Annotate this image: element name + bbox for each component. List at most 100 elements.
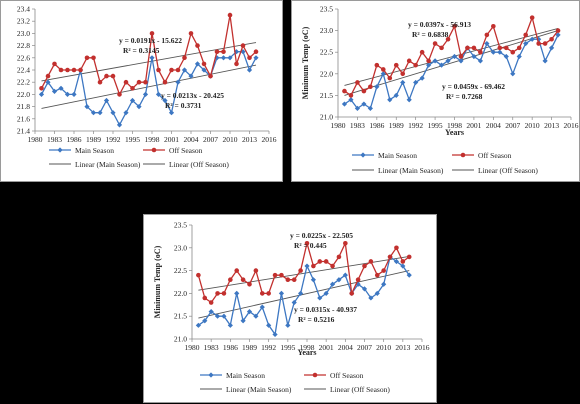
data-point-off-season [201, 61, 207, 67]
data-point-main-season [142, 91, 149, 97]
x-tick-label: 2010 [223, 135, 238, 144]
r2-main-season: R² = 0.7268 [446, 92, 483, 101]
data-point-main-season [194, 61, 201, 67]
data-point-off-season [240, 43, 246, 48]
legend-item: Linear (Off Season) [143, 160, 229, 169]
data-point-off-season [374, 62, 380, 68]
data-point-off-season [510, 49, 516, 55]
equation-main-season: y = 0.0459x - 69.462 [442, 82, 505, 91]
data-point-off-season [323, 259, 329, 264]
r2-off-season: R² = 0.3145 [123, 46, 160, 55]
data-point-main-season [253, 55, 259, 61]
x-tick-label: 1983 [204, 343, 219, 352]
x-tick-label: 1986 [369, 121, 384, 130]
data-point-off-season [304, 240, 310, 246]
r2-main-season: R² = 0.3731 [165, 101, 202, 110]
series-line-main-season [40, 51, 257, 127]
data-point-off-season [406, 58, 412, 64]
data-point-off-season [555, 28, 561, 33]
data-point-off-season [361, 88, 367, 94]
x-tick-label: 2013 [544, 121, 559, 130]
data-point-off-season [45, 73, 51, 79]
data-point-main-season [162, 97, 168, 104]
data-point-off-season [400, 71, 406, 77]
data-point-off-season [215, 291, 220, 296]
y-axis-label: Minimum Temp (oC) [153, 245, 162, 318]
data-point-off-season [516, 45, 522, 51]
data-point-off-season [110, 73, 116, 79]
legend-label: Main Season [75, 146, 114, 155]
data-point-main-season [110, 110, 116, 116]
data-point-off-season [162, 79, 168, 85]
data-point-main-season [336, 277, 342, 283]
data-point-main-season [393, 92, 399, 98]
data-point-main-season [285, 322, 291, 328]
data-point-main-season [71, 91, 77, 97]
chart-panel-3: 21.0 21.5 22.0 22.5 23.0 23.5 1980 1983 1986 1989… [143, 214, 437, 403]
chart-panel-1: 21.4 21.6 21.8 22.0 22.2 22.4 22.6 22.8 23.0 23.2… [0, 0, 283, 182]
data-point-main-season [387, 97, 393, 103]
equation-off-season: y = 0.0397x - 56.913 [408, 20, 471, 29]
data-point-main-season [175, 79, 181, 85]
x-tick-label: 2016 [262, 135, 277, 144]
legend-item: Main Season [352, 151, 417, 160]
x-tick-label: 2007 [203, 135, 218, 144]
data-point-off-season [536, 41, 541, 46]
data-point-off-season [208, 300, 214, 305]
data-point-main-season [116, 122, 123, 128]
y-tick-label: 23.5 [320, 5, 333, 14]
data-point-off-season [291, 277, 297, 283]
y-tick-label: 23.0 [17, 29, 30, 38]
data-point-off-season [196, 272, 201, 278]
legend-item: Off Season [304, 371, 364, 380]
data-point-main-season [516, 53, 522, 60]
x-tick-label: 2001 [319, 343, 334, 352]
data-point-off-season [387, 75, 393, 81]
data-point-main-season [329, 281, 336, 287]
legend-label: Linear (Off Season) [330, 385, 390, 394]
trendline-off-season [198, 256, 410, 291]
data-point-main-season [400, 79, 406, 86]
data-point-off-season [491, 23, 496, 29]
equation-main-season: y = 0.0315x - 40.937 [294, 305, 357, 314]
x-tick-label: 1998 [300, 343, 315, 352]
legend-label: Off Season [169, 146, 203, 155]
data-point-off-season [298, 268, 303, 273]
x-tick-label: 1992 [106, 135, 121, 144]
chart-svg-3: 21.0 21.5 22.0 22.5 23.0 23.5 1980 1983 1986 1989… [153, 221, 430, 395]
legend-marker-diamond [57, 147, 63, 153]
data-point-main-season [90, 110, 97, 116]
y-tick-label: 22.0 [174, 289, 187, 298]
data-point-off-season [400, 259, 406, 264]
data-point-main-season [208, 309, 214, 315]
data-point-main-season [51, 88, 58, 94]
legend-marker-diamond [360, 152, 366, 158]
y-tick-label: 22.0 [17, 90, 30, 99]
data-point-off-season [123, 79, 129, 85]
data-point-off-season [381, 268, 386, 273]
data-point-off-season [374, 272, 380, 278]
y-tick-label: 23.2 [17, 17, 30, 26]
data-point-main-season [188, 73, 194, 79]
data-point-main-season [168, 110, 175, 116]
x-tick-label: 1980 [331, 121, 346, 130]
y-tick-label: 21.0 [174, 335, 187, 344]
y-tick-label: 22.8 [17, 41, 30, 50]
y-tick-label: 21.8 [17, 102, 30, 111]
data-point-main-season [202, 318, 208, 324]
data-point-main-season [58, 85, 64, 91]
data-point-off-season [214, 49, 220, 54]
data-point-off-season [387, 254, 393, 260]
legend-label: Linear (Main Season) [378, 166, 444, 175]
data-point-main-season [45, 79, 51, 85]
data-point-main-season [451, 53, 458, 60]
data-point-main-season [149, 55, 155, 61]
x-tick-label: 1989 [389, 121, 404, 130]
data-point-off-season [156, 67, 161, 73]
x-tick-label: 2007 [505, 121, 520, 130]
y-tick-label: 22.6 [17, 53, 30, 62]
series-line-main-season [198, 255, 410, 337]
x-tick-label: 1983 [350, 121, 365, 130]
r2-off-season: R² = 0.445 [294, 241, 327, 250]
legend-label: Main Season [378, 151, 417, 160]
